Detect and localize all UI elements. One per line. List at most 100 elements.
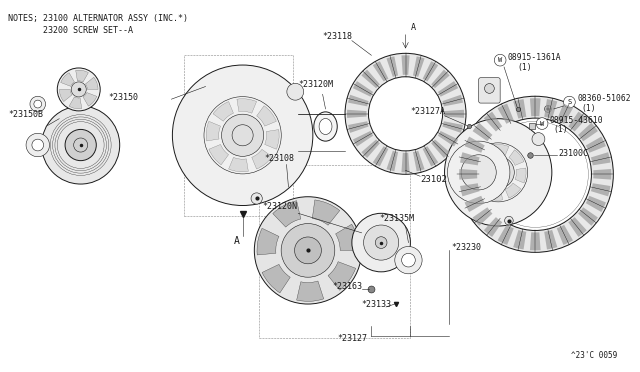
Text: W: W xyxy=(540,121,544,126)
Wedge shape xyxy=(76,70,88,82)
Circle shape xyxy=(445,119,552,226)
Wedge shape xyxy=(262,264,291,293)
Circle shape xyxy=(30,96,45,112)
Circle shape xyxy=(287,83,304,100)
Wedge shape xyxy=(578,123,598,141)
Wedge shape xyxy=(530,232,541,250)
Text: S: S xyxy=(567,99,572,105)
Wedge shape xyxy=(557,225,573,245)
Wedge shape xyxy=(296,281,324,301)
Wedge shape xyxy=(586,137,606,153)
Wedge shape xyxy=(530,98,541,116)
Wedge shape xyxy=(497,225,514,245)
Wedge shape xyxy=(472,179,488,195)
Text: 23102: 23102 xyxy=(420,175,447,184)
Circle shape xyxy=(34,100,42,108)
Wedge shape xyxy=(353,131,373,147)
Text: A: A xyxy=(410,23,415,32)
Text: (1): (1) xyxy=(554,125,568,134)
Wedge shape xyxy=(328,262,356,290)
Wedge shape xyxy=(85,77,98,89)
Text: *23150: *23150 xyxy=(108,93,138,102)
Circle shape xyxy=(461,155,496,190)
Circle shape xyxy=(57,68,100,111)
Text: W: W xyxy=(498,57,502,63)
Wedge shape xyxy=(372,146,388,166)
Wedge shape xyxy=(513,230,526,250)
Text: *23120M: *23120M xyxy=(298,80,333,89)
Wedge shape xyxy=(505,183,521,198)
Wedge shape xyxy=(470,162,481,177)
Wedge shape xyxy=(362,140,380,158)
Text: ^23'C 0059: ^23'C 0059 xyxy=(571,351,617,360)
Wedge shape xyxy=(387,57,398,77)
Wedge shape xyxy=(83,93,97,106)
Text: A: A xyxy=(234,235,240,246)
Wedge shape xyxy=(465,137,484,153)
Text: *23118: *23118 xyxy=(323,32,353,41)
Wedge shape xyxy=(442,121,463,133)
Text: *23108: *23108 xyxy=(264,154,294,163)
Ellipse shape xyxy=(314,112,337,141)
Wedge shape xyxy=(484,112,502,131)
Wedge shape xyxy=(206,121,221,141)
FancyBboxPatch shape xyxy=(479,78,500,103)
Wedge shape xyxy=(544,99,557,119)
Text: NOTES; 23100 ALTERNATOR ASSY (INC.*): NOTES; 23100 ALTERNATOR ASSY (INC.*) xyxy=(8,14,189,23)
Circle shape xyxy=(545,106,552,112)
Wedge shape xyxy=(69,97,82,109)
Wedge shape xyxy=(459,169,477,180)
Text: *23150B: *23150B xyxy=(8,110,44,119)
Wedge shape xyxy=(444,110,464,118)
Circle shape xyxy=(32,139,44,151)
Text: 23200 SCREW SET--A: 23200 SCREW SET--A xyxy=(8,26,134,35)
Circle shape xyxy=(65,129,96,161)
Bar xyxy=(184,55,293,216)
Wedge shape xyxy=(509,150,524,166)
Wedge shape xyxy=(442,95,463,106)
Wedge shape xyxy=(61,73,74,86)
Text: *23127A: *23127A xyxy=(410,107,445,116)
Wedge shape xyxy=(465,196,484,212)
Wedge shape xyxy=(593,169,611,180)
Wedge shape xyxy=(586,196,606,212)
Wedge shape xyxy=(257,106,276,126)
Circle shape xyxy=(484,84,494,93)
Wedge shape xyxy=(362,70,380,88)
Wedge shape xyxy=(347,110,367,118)
Wedge shape xyxy=(513,99,526,119)
Wedge shape xyxy=(387,151,398,171)
Wedge shape xyxy=(460,152,479,165)
Wedge shape xyxy=(265,129,279,149)
Circle shape xyxy=(172,65,313,205)
Circle shape xyxy=(482,156,515,189)
Circle shape xyxy=(364,225,399,260)
Circle shape xyxy=(375,237,387,248)
Text: *23133: *23133 xyxy=(362,300,392,309)
Wedge shape xyxy=(568,217,587,237)
Wedge shape xyxy=(401,153,410,172)
Wedge shape xyxy=(372,61,388,81)
Circle shape xyxy=(42,106,120,184)
Wedge shape xyxy=(578,207,598,226)
Wedge shape xyxy=(60,89,72,102)
Wedge shape xyxy=(476,147,492,161)
Wedge shape xyxy=(335,224,359,250)
Circle shape xyxy=(251,193,262,204)
Wedge shape xyxy=(488,189,502,200)
Wedge shape xyxy=(422,146,438,166)
Wedge shape xyxy=(557,104,573,124)
Wedge shape xyxy=(494,144,509,155)
Circle shape xyxy=(71,82,86,97)
Wedge shape xyxy=(413,57,424,77)
Text: 23100C: 23100C xyxy=(559,149,589,158)
Wedge shape xyxy=(237,99,257,113)
Circle shape xyxy=(447,141,510,203)
Circle shape xyxy=(352,213,410,272)
Wedge shape xyxy=(472,123,492,141)
Text: (1): (1) xyxy=(581,104,596,113)
Wedge shape xyxy=(257,228,279,255)
Wedge shape xyxy=(438,131,458,147)
Wedge shape xyxy=(497,104,514,124)
Wedge shape xyxy=(568,112,587,131)
